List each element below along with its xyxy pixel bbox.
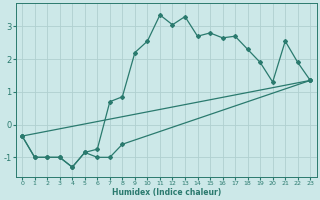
X-axis label: Humidex (Indice chaleur): Humidex (Indice chaleur): [112, 188, 221, 197]
